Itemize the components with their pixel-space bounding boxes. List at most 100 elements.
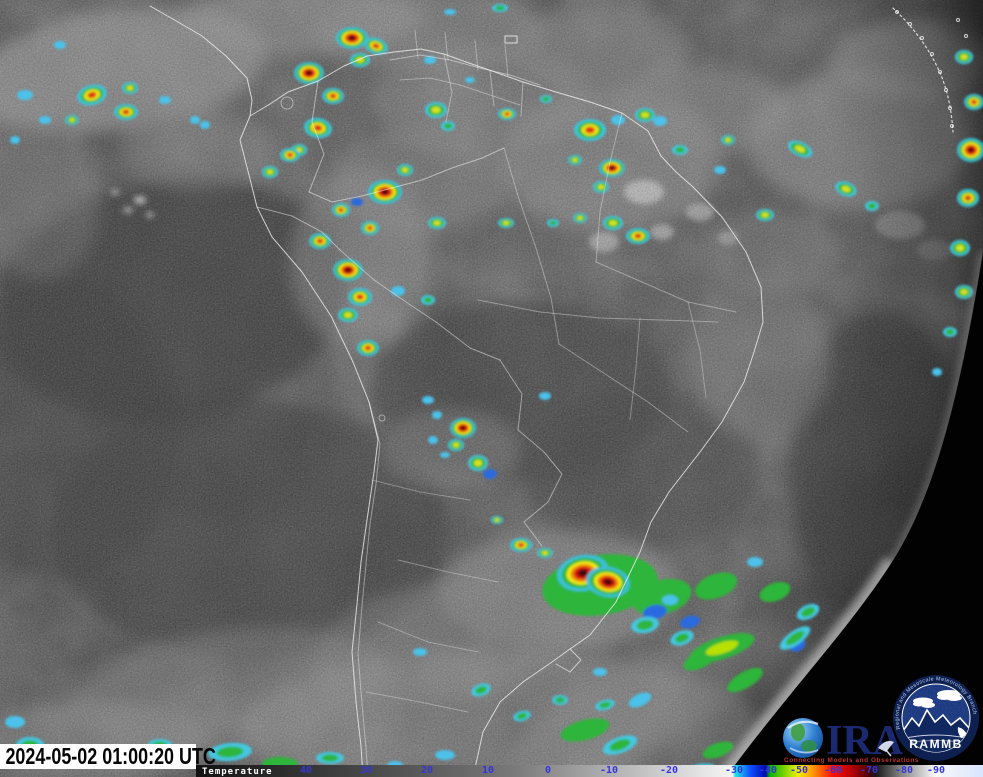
rammb-logo: RAMMB Regional and Mesoscale Meteorology… — [893, 675, 979, 761]
colorbar-tick: -50 — [790, 765, 809, 776]
cira-logo: IRA Connecting Models and Observations — [783, 718, 919, 764]
storm-cell — [208, 742, 252, 762]
storm-cell — [428, 217, 446, 229]
colorbar-tick: -60 — [824, 765, 843, 776]
storm-cell — [787, 140, 813, 158]
storm-cell — [159, 96, 171, 104]
storm-cell — [39, 116, 51, 124]
storm-cell — [547, 219, 559, 227]
storm-cell — [727, 667, 763, 693]
storm-cell — [865, 201, 879, 211]
storm-cell — [364, 37, 388, 55]
colorbar-tick: 40 — [300, 765, 313, 776]
storm-cell — [492, 4, 508, 12]
storm-cell — [498, 218, 514, 228]
storm-cell — [574, 119, 606, 141]
storm-cell — [114, 104, 138, 120]
storm-cell — [54, 41, 66, 49]
colorbar-title: Temperature — [202, 767, 273, 777]
storm-cell — [593, 181, 609, 193]
storm-cell — [631, 616, 659, 634]
storm-cell — [672, 145, 688, 155]
colorbar-tick: -80 — [895, 765, 914, 776]
storm-cell — [10, 136, 20, 144]
storm-cell — [626, 228, 650, 244]
storm-cell — [357, 340, 379, 356]
storm-cell — [361, 221, 379, 235]
storm-cell — [714, 166, 726, 174]
colorbar-tick: -40 — [759, 765, 778, 776]
storm-cell — [450, 418, 476, 438]
storm-cell — [435, 750, 455, 760]
storm-cell — [835, 181, 857, 197]
storm-cell — [465, 77, 475, 83]
storm-cell — [721, 135, 735, 145]
storm-cell — [432, 411, 442, 419]
storm-cell — [510, 538, 532, 552]
colorbar-tick: 10 — [482, 765, 495, 776]
timestamp-overlay: 2024-05-02 01:00:20 UTC — [0, 743, 216, 769]
storm-cell — [957, 189, 979, 207]
colorbar-tick: -90 — [927, 765, 946, 776]
storm-cell — [955, 50, 973, 64]
storm-cell — [5, 716, 25, 728]
storm-cell — [513, 710, 531, 722]
storm-cell — [552, 695, 568, 705]
storm-cell — [779, 626, 811, 650]
storm-cell — [338, 308, 358, 322]
storm-cell — [471, 683, 491, 697]
storm-cell — [77, 84, 107, 106]
timestamp-text: 2024-05-02 01:00:20 UTC — [5, 743, 216, 769]
storm-cell — [593, 668, 607, 676]
storm-cell — [421, 295, 435, 305]
storm-cell — [756, 209, 774, 221]
storm-cell — [628, 692, 652, 708]
storm-cell — [950, 240, 970, 256]
storm-cell — [425, 102, 447, 118]
storm-cell — [294, 62, 324, 84]
storm-cells-layer — [5, 4, 983, 777]
storm-cell — [491, 516, 503, 524]
storm-cell — [444, 9, 456, 15]
colorbar-tick: 0 — [545, 765, 552, 776]
storm-cell — [422, 396, 434, 404]
storm-cell — [397, 164, 413, 176]
rammb-clouds-icon — [913, 690, 962, 708]
storm-cell — [483, 469, 497, 479]
storm-cell — [428, 436, 438, 444]
storm-cell — [689, 633, 755, 663]
storm-cell — [599, 159, 625, 177]
storm-cell — [336, 27, 368, 49]
storm-cell — [309, 233, 331, 249]
storm-cell — [796, 603, 820, 621]
colorbar-tick: -30 — [725, 765, 744, 776]
temperature-colorbar: Temperature 40 30 20 10 0 -10 -20 -30 -40 -50 -60 -… — [196, 765, 983, 777]
storm-cell — [322, 88, 344, 104]
storm-cell — [759, 581, 791, 603]
storm-cell — [122, 82, 138, 94]
storm-cell — [262, 166, 278, 178]
storm-cell — [368, 180, 402, 204]
storm-cell — [351, 198, 363, 206]
colorbar-tick: 30 — [360, 765, 373, 776]
cira-tagline: Connecting Models and Observations — [784, 757, 919, 764]
storm-cell — [200, 121, 210, 129]
storm-cell — [348, 288, 372, 306]
storm-cell — [391, 286, 405, 296]
storm-cell — [440, 452, 450, 458]
storm-cell — [632, 578, 692, 616]
storm-cell — [603, 216, 623, 230]
storm-cell — [448, 439, 464, 451]
colorbar-tick: 20 — [421, 765, 434, 776]
storm-cell — [539, 392, 551, 400]
storm-cell — [653, 116, 667, 126]
storm-cell — [586, 566, 630, 598]
storm-cell — [424, 56, 436, 64]
storm-cell — [611, 115, 625, 125]
storm-cell — [190, 116, 200, 124]
storm-cell — [560, 718, 610, 742]
storm-cell — [702, 741, 734, 759]
space-wedge — [726, 252, 983, 777]
storm-cell — [332, 203, 350, 217]
colorbar-tick: -10 — [600, 765, 619, 776]
